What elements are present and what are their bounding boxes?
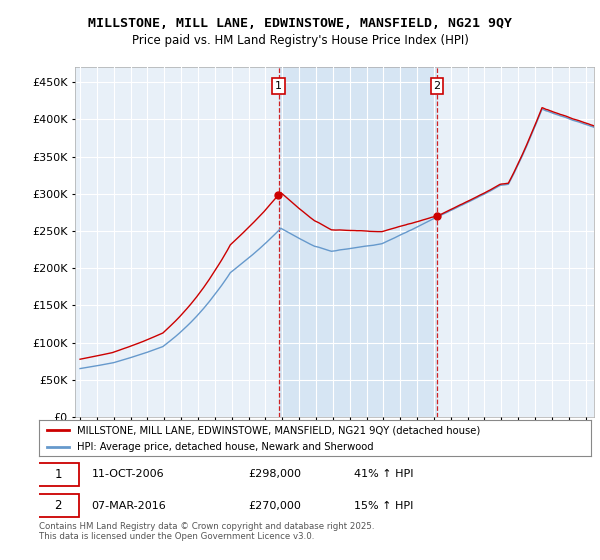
FancyBboxPatch shape (38, 494, 79, 517)
Text: HPI: Average price, detached house, Newark and Sherwood: HPI: Average price, detached house, Newa… (77, 442, 373, 452)
Text: 1: 1 (275, 81, 282, 91)
Text: £298,000: £298,000 (249, 469, 302, 479)
Text: Price paid vs. HM Land Registry's House Price Index (HPI): Price paid vs. HM Land Registry's House … (131, 34, 469, 46)
Text: 11-OCT-2006: 11-OCT-2006 (91, 469, 164, 479)
Text: 41% ↑ HPI: 41% ↑ HPI (353, 469, 413, 479)
Text: £270,000: £270,000 (249, 501, 302, 511)
Text: 1: 1 (55, 468, 62, 481)
Text: 07-MAR-2016: 07-MAR-2016 (91, 501, 166, 511)
Text: MILLSTONE, MILL LANE, EDWINSTOWE, MANSFIELD, NG21 9QY (detached house): MILLSTONE, MILL LANE, EDWINSTOWE, MANSFI… (77, 425, 480, 435)
Bar (278, 67, 437, 417)
Text: MILLSTONE, MILL LANE, EDWINSTOWE, MANSFIELD, NG21 9QY: MILLSTONE, MILL LANE, EDWINSTOWE, MANSFI… (88, 17, 512, 30)
Text: 2: 2 (55, 500, 62, 512)
Text: 15% ↑ HPI: 15% ↑ HPI (353, 501, 413, 511)
FancyBboxPatch shape (38, 463, 79, 486)
Text: Contains HM Land Registry data © Crown copyright and database right 2025.
This d: Contains HM Land Registry data © Crown c… (39, 522, 374, 542)
Text: 2: 2 (433, 81, 440, 91)
